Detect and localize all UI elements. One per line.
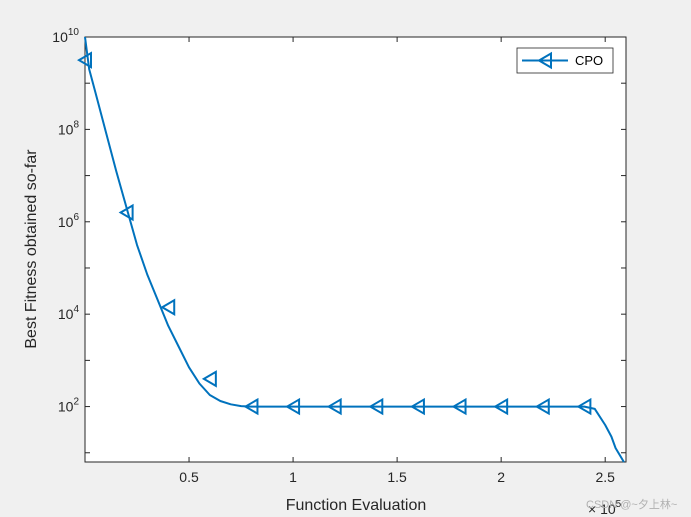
series-marker-0-11 [534,397,550,416]
y-tick-label-0: 102 [58,397,80,415]
series-marker-0-7 [368,397,384,416]
plot-area [84,36,627,463]
x-tick-label-2: 1.5 [387,469,407,485]
y-axis-label: Best Fitness obtained so-far [23,149,40,349]
series-marker-0-3 [201,370,217,388]
y-tick-label-4: 1010 [52,27,79,45]
y-tick-label-3: 108 [58,119,80,137]
x-axis-label: Function Evaluation [286,497,427,514]
series-marker-0-8 [409,397,425,416]
legend-label-cpo: CPO [575,53,603,68]
series-marker-0-1 [118,203,134,222]
series-marker-0-10 [493,397,509,416]
series-marker-0-5 [285,397,301,416]
x-tick-label-4: 2.5 [595,469,615,485]
y-tick-label-1: 104 [58,304,80,322]
x-tick-label-3: 2 [497,469,505,485]
series-marker-0-6 [326,397,342,416]
legend: CPO [516,47,614,74]
series-group [77,36,625,463]
watermark-text: CSDN @~夕上林~ [586,497,677,511]
series-marker-0-2 [160,298,176,316]
x-exponent-label: × 105 [588,499,622,517]
series-marker-0-9 [451,397,467,416]
series-marker-0-0 [77,51,92,69]
x-exponent-power: 5 [616,499,622,510]
series-marker-0-4 [243,397,259,416]
x-tick-label-1: 1 [289,469,297,485]
legend-marker [537,51,552,70]
series-line-cpo [84,36,625,463]
x-exponent-base: × 10 [588,501,616,517]
axis-ticks: 0.5 1 1.5 2 2.5 102 104 106 108 1010 [52,27,626,485]
x-tick-label-0: 0.5 [179,469,199,485]
series-marker-0-12 [576,397,592,416]
y-tick-label-2: 106 [58,212,80,230]
